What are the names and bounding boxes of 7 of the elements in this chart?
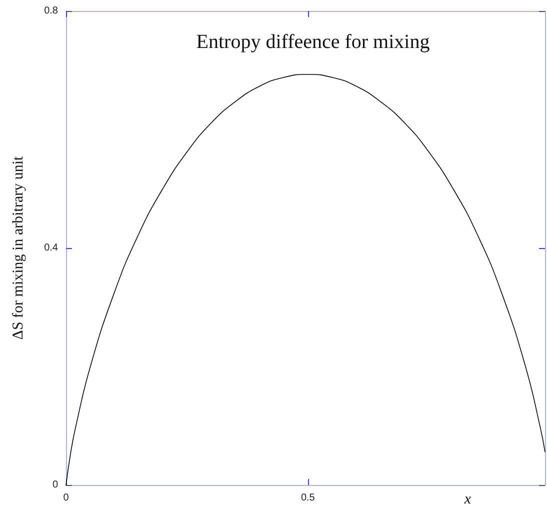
x-axis-title: x [463,492,472,508]
y-tick-label: 0.4 [44,242,58,254]
y-tick-label: 0 [52,480,58,490]
y-axis-title: ΔS for mixing in arbitrary unit [10,155,26,340]
x-tick-label: 0.5 [300,492,316,504]
text: Entropy diffeence for mixing [196,31,430,53]
y-tick-label: 0.8 [44,6,58,16]
